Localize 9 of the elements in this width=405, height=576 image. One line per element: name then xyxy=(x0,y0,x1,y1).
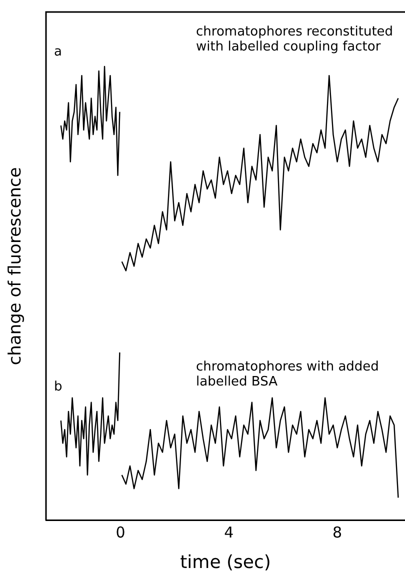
annotation: chromatophores with added labelled BSA xyxy=(196,359,379,390)
x-tick-label: 0 xyxy=(116,523,126,542)
annotation: b xyxy=(54,379,62,394)
x-tick-label: 4 xyxy=(224,523,234,542)
text: chromatophores reconstituted with labelled coupling factor xyxy=(196,24,394,54)
y-axis-title: change of fluorescence xyxy=(5,167,26,366)
x-tick-label: 8 xyxy=(332,523,342,542)
x-axis-title: time (sec) xyxy=(180,552,271,573)
text: a xyxy=(54,44,62,60)
